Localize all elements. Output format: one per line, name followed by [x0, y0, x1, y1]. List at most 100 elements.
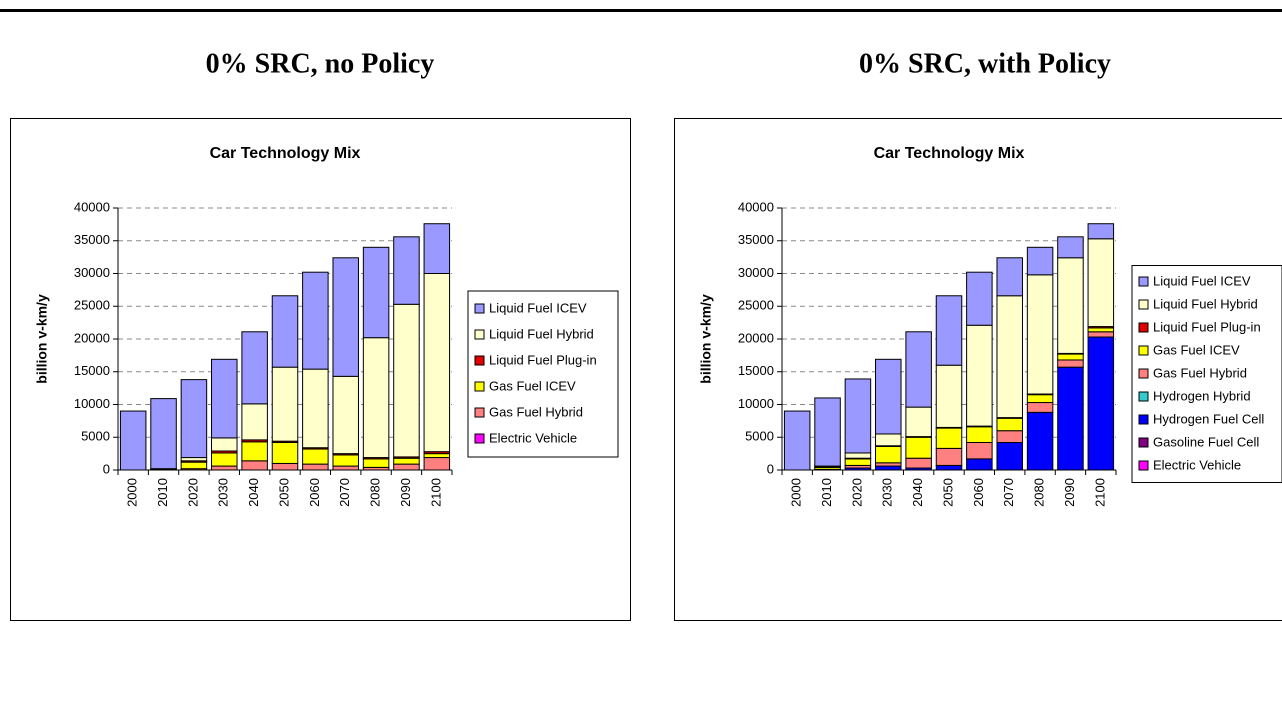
bar-segment: [423, 273, 451, 453]
bar-segment: [844, 458, 872, 466]
bar-segment: [423, 453, 451, 459]
y-tick-label: 40000: [738, 199, 774, 214]
legend-label: Gasoline Fuel Cell: [1153, 434, 1259, 449]
bar-segment: [362, 246, 390, 339]
bar-segment: [905, 331, 932, 408]
bar-segment: [935, 464, 963, 471]
y-tick-label: 0: [767, 461, 774, 476]
bar-segment: [271, 295, 299, 368]
y-tick-label: 15000: [738, 363, 774, 378]
bar-segment: [1057, 353, 1084, 361]
bar-segment: [966, 271, 993, 326]
bar-segment: [393, 463, 420, 471]
bar-segment: [814, 397, 841, 467]
bar-segment: [844, 452, 872, 459]
x-tick-label: 2080: [368, 478, 383, 507]
x-tick-label: 2010: [155, 478, 170, 507]
bar-segment: [241, 403, 268, 441]
legend-label: Gas Fuel Hybrid: [489, 404, 583, 419]
bar-segment: [393, 457, 420, 465]
bar-segment: [1026, 402, 1054, 413]
bar-segment: [119, 410, 147, 471]
y-tick-label: 10000: [738, 396, 774, 411]
bar-segment: [1026, 411, 1054, 471]
y-tick-label: 25000: [74, 298, 110, 313]
bar-segment: [180, 379, 208, 459]
chart: Car Technology Mix billion v-km/y 0 5000 100…: [10, 118, 631, 621]
bar-segment: [423, 457, 451, 471]
bar-segment: [996, 295, 1023, 419]
legend-frame: [1131, 265, 1282, 483]
bar-segment: [966, 458, 993, 471]
bar-segment: [1087, 327, 1115, 333]
y-tick-label: 30000: [738, 265, 774, 280]
bar-segment: [241, 441, 268, 462]
x-tick-label: 2030: [216, 478, 231, 507]
legend-swatch: [1138, 345, 1149, 356]
bar-segment: [1057, 366, 1084, 471]
bar-segment: [302, 448, 329, 465]
bar-segment: [996, 417, 1023, 432]
legend-swatch: [474, 381, 485, 392]
bar-segment: [302, 271, 329, 370]
bar-segment: [150, 398, 177, 470]
bar-segment: [1057, 257, 1084, 354]
x-tick-label: 2020: [849, 478, 864, 507]
bar-segment: [332, 257, 359, 377]
x-tick-label: 2050: [940, 478, 955, 507]
bar-segment: [393, 303, 420, 458]
bar-segment: [996, 257, 1023, 297]
legend-swatch: [1138, 276, 1149, 287]
legend-swatch: [474, 355, 485, 366]
legend-label: Liquid Fuel ICEV: [1153, 273, 1251, 288]
bar-segment: [332, 454, 359, 467]
bar-segment: [875, 433, 902, 447]
x-tick-label: 2090: [1062, 478, 1077, 507]
bar-segment: [271, 441, 299, 464]
legend-swatch: [474, 303, 485, 314]
legend-frame: [467, 290, 619, 458]
y-tick-label: 20000: [74, 330, 110, 345]
bar-segment: [332, 465, 359, 471]
bar-segment: [1087, 336, 1115, 471]
bar-segment: [1087, 331, 1115, 338]
chart-title: Car Technology Mix: [874, 145, 1025, 162]
bar-segment: [362, 337, 390, 459]
bar-segment: [996, 430, 1023, 443]
bar-segment: [935, 427, 963, 449]
legend-label: Electric Vehicle: [1153, 457, 1241, 472]
bar-segment: [935, 447, 963, 466]
legend-swatch: [1138, 391, 1149, 402]
legend-swatch: [1138, 368, 1149, 379]
legend-swatch: [474, 433, 485, 444]
bar-segment: [302, 463, 329, 471]
x-tick-label: 2060: [307, 478, 322, 507]
bar-segment: [1026, 274, 1054, 395]
legend-swatch: [474, 407, 485, 418]
chart: Car Technology Mix billion v-km/y 0 5000 100…: [674, 118, 1282, 621]
bar-segment: [1026, 246, 1054, 276]
y-tick-label: 5000: [81, 429, 110, 444]
y-axis-label: billion v-km/y: [698, 294, 714, 384]
bar-segment: [1087, 223, 1115, 240]
bar-segment: [935, 364, 963, 428]
bar-segment: [905, 457, 932, 469]
bar-segment: [966, 324, 993, 427]
bar-segment: [271, 462, 299, 471]
legend-label: Liquid Fuel Plug-in: [1153, 319, 1261, 334]
legend-label: Gas Fuel Hybrid: [1153, 365, 1247, 380]
bar-segment: [423, 223, 451, 274]
bar-segment: [875, 465, 902, 471]
bar-segment: [271, 366, 299, 442]
y-tick-label: 15000: [74, 363, 110, 378]
x-tick-label: 2010: [819, 478, 834, 507]
legend-label: Liquid Fuel Hybrid: [1153, 296, 1258, 311]
y-tick-label: 30000: [74, 265, 110, 280]
legend-label: Electric Vehicle: [489, 430, 577, 445]
bar-segment: [362, 458, 390, 468]
bar-segment: [211, 465, 238, 471]
bar-segment: [935, 295, 963, 366]
y-tick-label: 35000: [738, 232, 774, 247]
y-tick-label: 40000: [74, 199, 110, 214]
